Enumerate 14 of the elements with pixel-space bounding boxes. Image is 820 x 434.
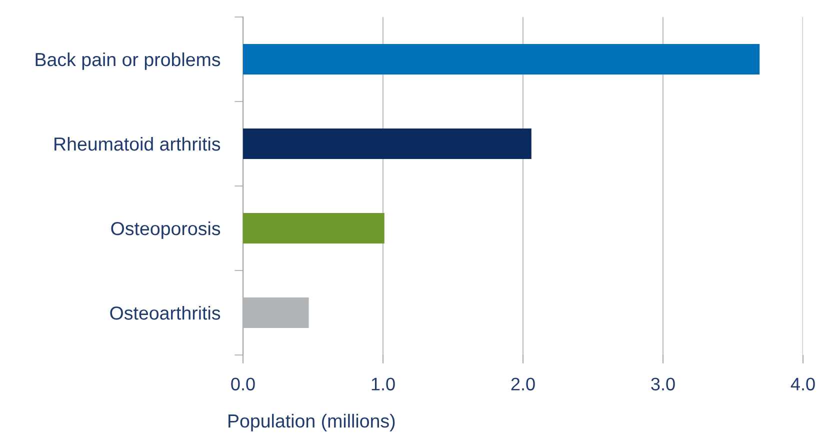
x-tick-label: 0.0 (231, 378, 255, 390)
x-axis-title: Population (millions) (228, 414, 395, 432)
y-tick-label: Rheumatoid arthritis (54, 136, 220, 151)
bar (243, 128, 532, 159)
y-tick-label: Osteoporosis (111, 221, 220, 239)
x-tick-label: 3.0 (651, 378, 675, 390)
x-tick-label: 4.0 (790, 378, 815, 390)
y-tick-label: Osteoarthritis (110, 306, 220, 320)
bar (243, 213, 384, 244)
bar (243, 44, 760, 74)
y-tick-label: Back pain or problems (36, 52, 220, 70)
x-tick-label: 1.0 (372, 378, 395, 390)
bar (243, 298, 309, 328)
x-tick-label: 2.0 (511, 378, 535, 390)
